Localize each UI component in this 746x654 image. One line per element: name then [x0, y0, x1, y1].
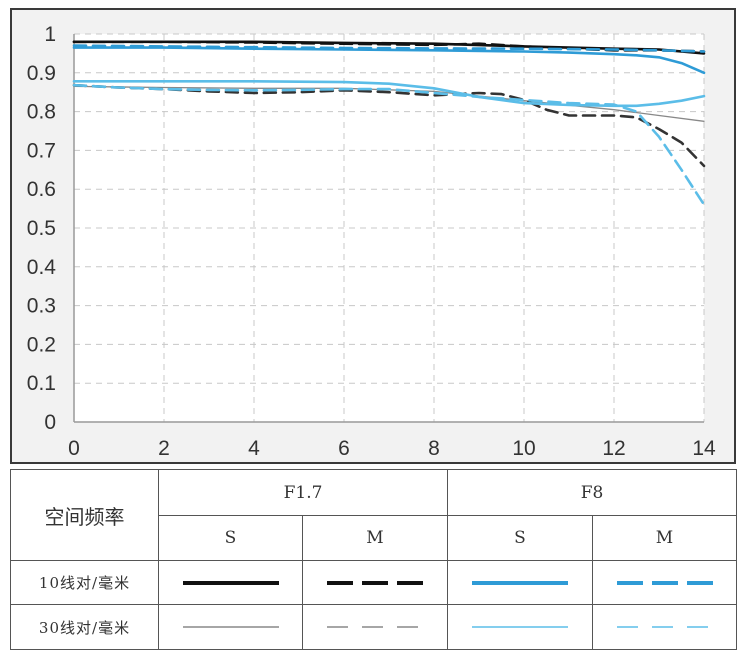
x-tick-label: 12: [602, 437, 625, 460]
spatial-frequency-header: 空间频率: [10, 469, 159, 561]
series-line: [72, 44, 706, 53]
f17-meridional-header: M: [302, 515, 448, 561]
y-tick-label: 0.5: [27, 217, 56, 240]
legend-row-label-30lp: 30线对/毫米: [10, 604, 159, 650]
series-line: [72, 83, 706, 206]
series-line: [72, 46, 706, 75]
f17-sagittal-header: S: [158, 515, 303, 561]
y-tick-label: 1: [44, 23, 56, 46]
y-tick-label: 0.9: [27, 62, 56, 85]
swatch-10lp-f8-s: [472, 580, 568, 585]
series-line: [72, 83, 706, 168]
y-tick-label: 0.1: [27, 372, 56, 395]
swatch-10lp-f8-m: [616, 580, 713, 585]
swatch-10lp-f17-s: [182, 580, 279, 585]
swatch-10lp-f17-m: [327, 580, 423, 585]
y-tick-label: 0.6: [27, 178, 56, 201]
x-tick-label: 14: [692, 437, 716, 460]
f8-meridional-header: M: [592, 515, 737, 561]
series-line: [72, 80, 706, 108]
legend-row-label-10lp: 10线对/毫米: [10, 560, 159, 605]
y-tick-label: 0.3: [27, 295, 56, 318]
x-tick-label: 4: [248, 437, 260, 460]
swatch-30lp-f17-m: [327, 626, 423, 628]
f8-sagittal-header: S: [447, 515, 593, 561]
swatch-30lp-f17-s: [182, 626, 279, 628]
x-tick-label: 0: [68, 437, 80, 460]
y-tick-label: 0.4: [27, 256, 57, 279]
mtf-chart: 0 2 4 6 8 10 12 14 0 0.1 0.2 0.3 0.4 0.5 0.6 0.7 0.8 0.9 1: [27, 23, 716, 460]
x-tick-label: 8: [428, 437, 440, 460]
swatch-30lp-f8-s: [472, 626, 568, 628]
y-tick-label: 0.2: [27, 333, 56, 356]
aperture-f17-header: F1.7: [158, 469, 448, 516]
x-tick-label: 10: [512, 437, 535, 460]
x-tick-label: 2: [158, 437, 170, 460]
legend-row-30lp: 30线对/毫米: [10, 604, 737, 650]
x-tick-label: 6: [338, 437, 350, 460]
y-tick-label: 0.7: [27, 139, 56, 162]
legend-table: 空间频率 F1.7 F8 S M S M 10线对/毫米 30线对/毫米: [10, 469, 737, 650]
aperture-f8-header: F8: [447, 469, 737, 516]
y-tick-label: 0.8: [27, 101, 56, 124]
legend-row-10lp: 10线对/毫米: [10, 560, 737, 605]
series-line: [73, 85, 705, 122]
swatch-30lp-f8-m: [616, 626, 713, 628]
y-tick-label: 0: [44, 411, 56, 434]
